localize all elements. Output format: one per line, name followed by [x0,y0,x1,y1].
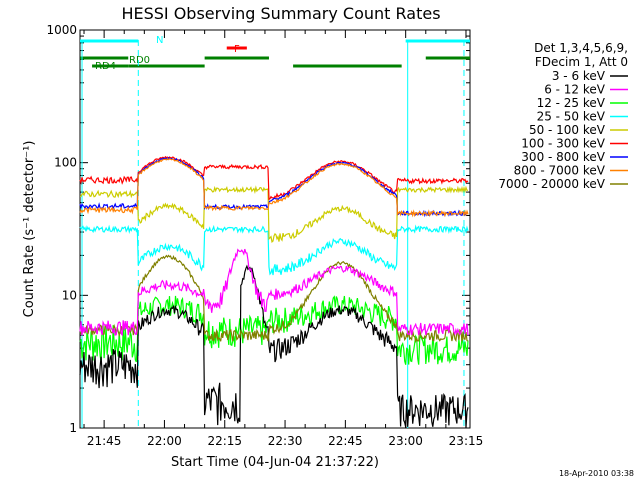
y-tick-label: 1000 [46,23,77,37]
axis-ticks: 1 10 100 1000 21:45 22:00 22:15 22:30 22:45 23:00… [46,23,483,448]
series-line [79,224,469,276]
legend-entry-label: 25 - 50 keV [537,110,606,124]
series-line [79,254,469,344]
legend-entry-label: 3 - 6 keV [552,69,606,83]
series-line [79,264,469,428]
x-tick-label: 22:30 [268,434,303,448]
series-line [79,185,468,243]
y-tick-label: 1 [69,421,77,435]
timestamp: 18-Apr-2010 03:38 [559,469,634,478]
y-tick-label: 10 [62,288,77,302]
series-line [79,295,469,365]
legend-entry-label: 50 - 100 keV [529,123,606,137]
x-tick-label: 21:45 [87,434,122,448]
y-axis-label: Count Rate (s⁻¹ detector⁻¹) [22,141,37,318]
chart-title: HESSI Observing Summary Count Rates [121,4,440,23]
legend-entry-label: 7000 - 20000 keV [498,177,605,191]
flag-label-n: N [156,35,163,46]
series-layer [79,155,469,428]
x-tick-label: 23:15 [449,434,484,448]
plot-frame [79,29,471,429]
x-tick-label: 23:00 [388,434,423,448]
legend-entry-label: 100 - 300 keV [521,137,605,151]
x-tick-label: 22:45 [328,434,363,448]
x-tick-label: 22:15 [207,434,242,448]
legend-entry-label: 12 - 25 keV [537,96,606,110]
x-tick-label: 22:00 [147,434,182,448]
series-line [79,248,469,337]
legend-entry-label: 800 - 7000 keV [514,164,606,178]
legend-entry-label: 300 - 800 keV [521,150,605,164]
legend-header-2: FDecim 1, Att 0 [535,55,628,69]
legend-header-1: Det 1,3,4,5,6,9, [534,41,628,55]
flag-label-rd0: RD0 [129,55,150,66]
series-line [79,158,469,218]
y-tick-label: 100 [54,156,77,170]
legend-entry-label: 6 - 12 keV [544,83,606,97]
x-axis-label: Start Time (04-Jun-04 21:37:22) [171,455,379,470]
